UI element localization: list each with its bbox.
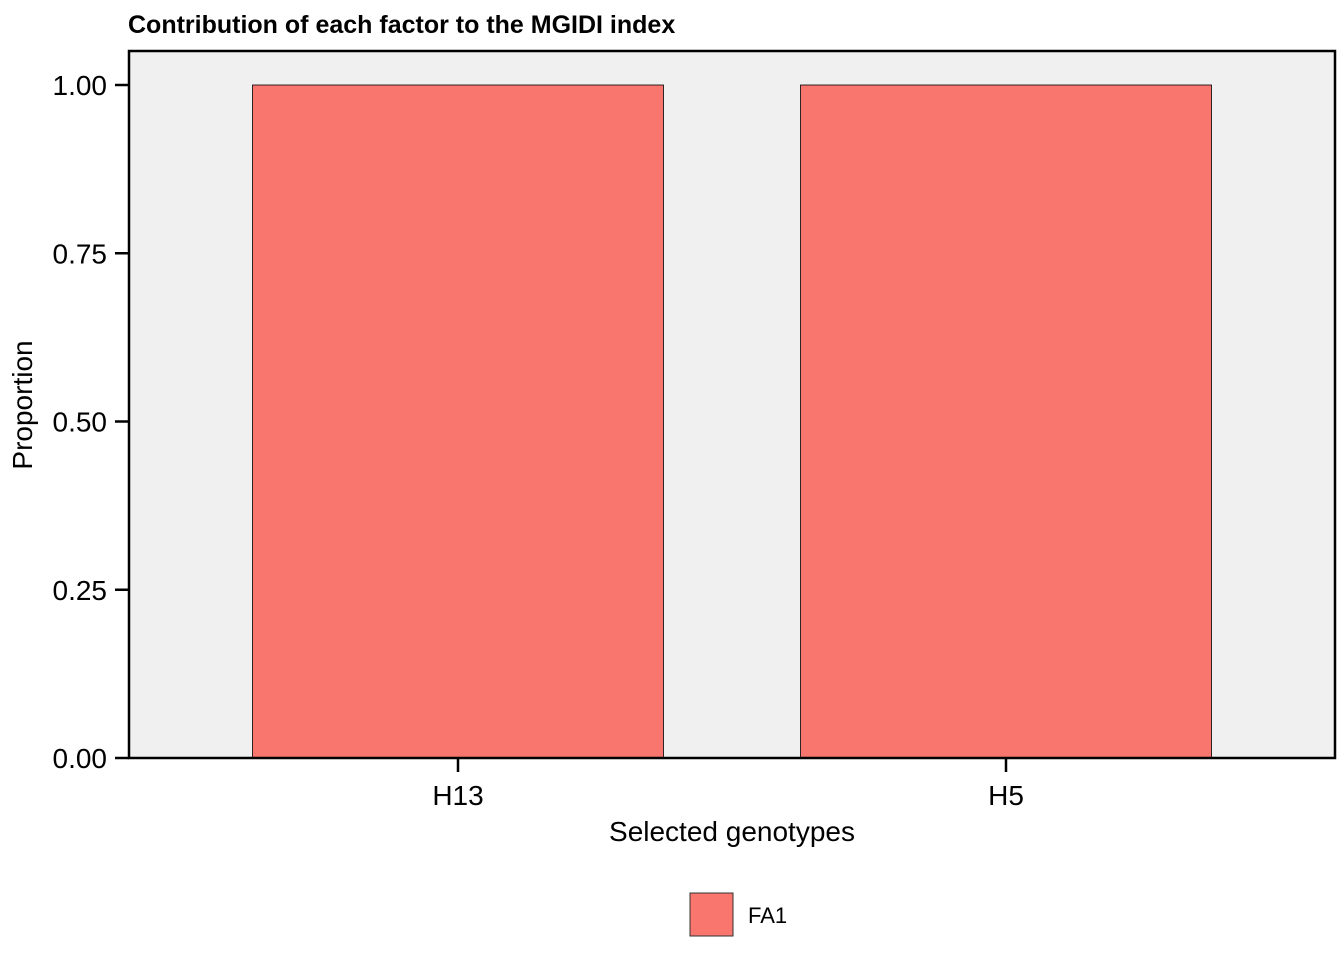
y-axis: 0.00 0.25 0.50 0.75 1.00 <box>53 70 129 774</box>
legend-swatch-fa1 <box>689 892 734 937</box>
bar-h13 <box>252 84 664 759</box>
chart-title: Contribution of each factor to the MGIDI… <box>128 11 675 39</box>
bar-h5 <box>800 84 1212 759</box>
x-tick-label: H13 <box>432 780 483 811</box>
legend: FA1 <box>689 892 787 937</box>
bars-group <box>252 84 1212 759</box>
y-tick-label: 0.00 <box>53 743 108 774</box>
y-tick-label: 1.00 <box>53 70 108 101</box>
y-tick-label: 0.75 <box>53 238 108 269</box>
y-axis-label: Proportion <box>7 340 38 469</box>
x-axis-label: Selected genotypes <box>609 816 855 847</box>
y-tick-label: 0.25 <box>53 575 108 606</box>
x-axis: H13 H5 <box>432 758 1024 811</box>
x-tick-label: H5 <box>988 780 1024 811</box>
y-tick-label: 0.50 <box>53 407 108 438</box>
legend-label-fa1: FA1 <box>748 903 787 928</box>
plot-panel-border <box>127 49 1337 760</box>
